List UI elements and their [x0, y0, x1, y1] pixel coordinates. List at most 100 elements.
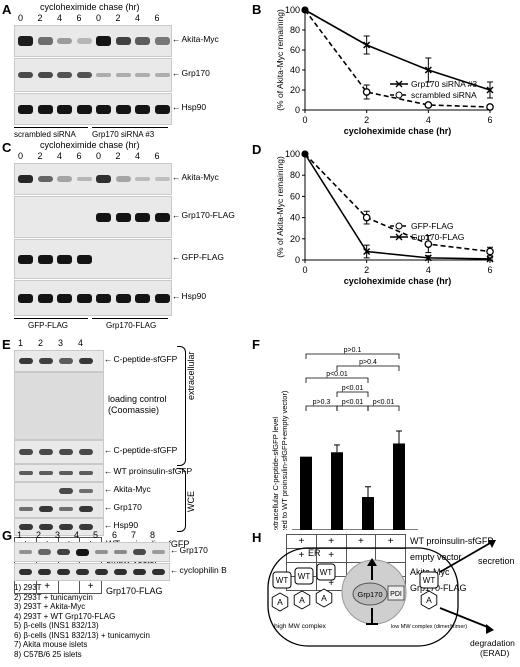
band [57, 104, 72, 114]
data-point [424, 101, 433, 109]
y-tick-label: 0 [295, 105, 300, 115]
band [152, 549, 165, 555]
band [135, 72, 150, 78]
band [115, 72, 131, 78]
legend-line: 4) 293T + WT Grp170-FLAG [14, 611, 116, 621]
g-cypb-strip [14, 563, 170, 581]
band [76, 569, 89, 575]
lane-label: 6 [112, 530, 118, 540]
c-akita-strip [14, 163, 172, 195]
grid-row: ++++ [286, 534, 406, 549]
y-tick-label: 100 [285, 5, 300, 15]
band [115, 293, 131, 303]
band [135, 104, 150, 114]
band [79, 524, 93, 530]
e-cpep-ex-strip [14, 350, 104, 372]
e-grp170-label: Grp170 [104, 502, 142, 512]
a-grp170-label: Grp170 [172, 68, 210, 78]
legend-label: Grp170-FLAG [411, 232, 464, 242]
band [57, 548, 70, 556]
band [18, 174, 33, 184]
y-tick-label: 60 [290, 191, 300, 201]
y-axis-label: (% of Akita-Myc remaining) [275, 156, 285, 258]
degradation-arrowhead [486, 624, 494, 634]
band [37, 104, 53, 114]
a-akita-label: Akita-Myc [172, 34, 219, 44]
data-point [424, 240, 433, 248]
band [38, 549, 51, 555]
grid-row: ++ [286, 548, 406, 563]
bar [393, 443, 405, 530]
wt-label: WT [320, 568, 333, 577]
band [115, 212, 131, 222]
lane-label: 1 [18, 338, 24, 348]
band [133, 549, 146, 555]
band [18, 293, 33, 303]
band [18, 254, 33, 264]
lane-label: 4 [57, 151, 63, 161]
lane-label: 4 [57, 13, 63, 23]
band [154, 37, 170, 45]
p-value: p>0.4 [359, 359, 377, 366]
x-tick-label: 6 [487, 115, 492, 125]
chart-b: 0 20 40 60 80 100 0 2 4 6 cycloheximide chase (hr)… [275, 5, 494, 136]
high-mw-label: high MW complex [274, 623, 326, 630]
data-point [363, 247, 371, 256]
grp170-label: Grp170 [357, 590, 382, 599]
condition-label: empty vector [410, 551, 462, 562]
up-arrowhead [367, 558, 377, 566]
panel-g-label: G [2, 528, 13, 543]
band [115, 104, 131, 114]
band [135, 176, 150, 182]
lane-label: 3 [55, 530, 61, 540]
band [37, 37, 53, 45]
data-point [301, 6, 309, 14]
y-tick-label: 20 [290, 234, 300, 244]
a-hexagon [293, 590, 311, 610]
y-tick-label: 0 [295, 255, 300, 265]
panel-a-group-2: Grp170 siRNA #3 [92, 130, 155, 139]
chart-d: 0 20 40 60 80 100 0 2 4 6 cycloheximide chase (hr)… [275, 149, 494, 286]
band [133, 569, 146, 575]
y-axis-label: extracellular C-peptide-sfGFP level [271, 417, 280, 530]
panel-c-group-1: GFP-FLAG [28, 321, 69, 330]
grid-row: ++ [14, 579, 102, 594]
erad-label: (ERAD) [480, 648, 509, 658]
band [39, 524, 53, 530]
a-hsp90-strip [14, 93, 172, 125]
wt-box [272, 571, 292, 589]
band [96, 174, 111, 184]
panel-c-title: cycloheximide chase (hr) [40, 140, 140, 150]
e-hsp90-label: Hsp90 [104, 520, 139, 530]
band [79, 470, 93, 476]
lane-label: 3 [58, 338, 64, 348]
band [79, 357, 93, 365]
a-hexagon-low [420, 590, 438, 610]
y-tick-label: 80 [290, 25, 300, 35]
data-point [362, 88, 371, 96]
band [135, 293, 150, 303]
lane-label: 6 [76, 151, 82, 161]
e-hsp90-strip [14, 518, 104, 536]
a-hexagon [271, 592, 289, 612]
chart-f: extracellular C-peptide-sfGFP level (norm… [271, 347, 418, 530]
panel-g-lanes: 1 2 3 4 5 6 7 8 [14, 530, 164, 542]
e-wt-label: WT proinsulin-sfGFP [104, 466, 193, 476]
legend-marker [395, 233, 403, 241]
lane-label: 2 [115, 13, 121, 23]
band [154, 212, 170, 222]
band [59, 488, 73, 494]
series-line [304, 9, 491, 108]
e-akita-strip [14, 482, 104, 500]
data-point [363, 41, 371, 49]
panel-d-label: D [252, 142, 262, 157]
er-outline [267, 547, 459, 647]
c-hsp90-label: Hsp90 [172, 291, 207, 301]
e-wt-strip [14, 464, 104, 482]
x-tick-label: 4 [426, 265, 431, 275]
p-value: p>0.3 [313, 399, 331, 406]
band [37, 71, 53, 79]
band [39, 449, 53, 455]
panel-c-group-line-1 [14, 318, 88, 319]
